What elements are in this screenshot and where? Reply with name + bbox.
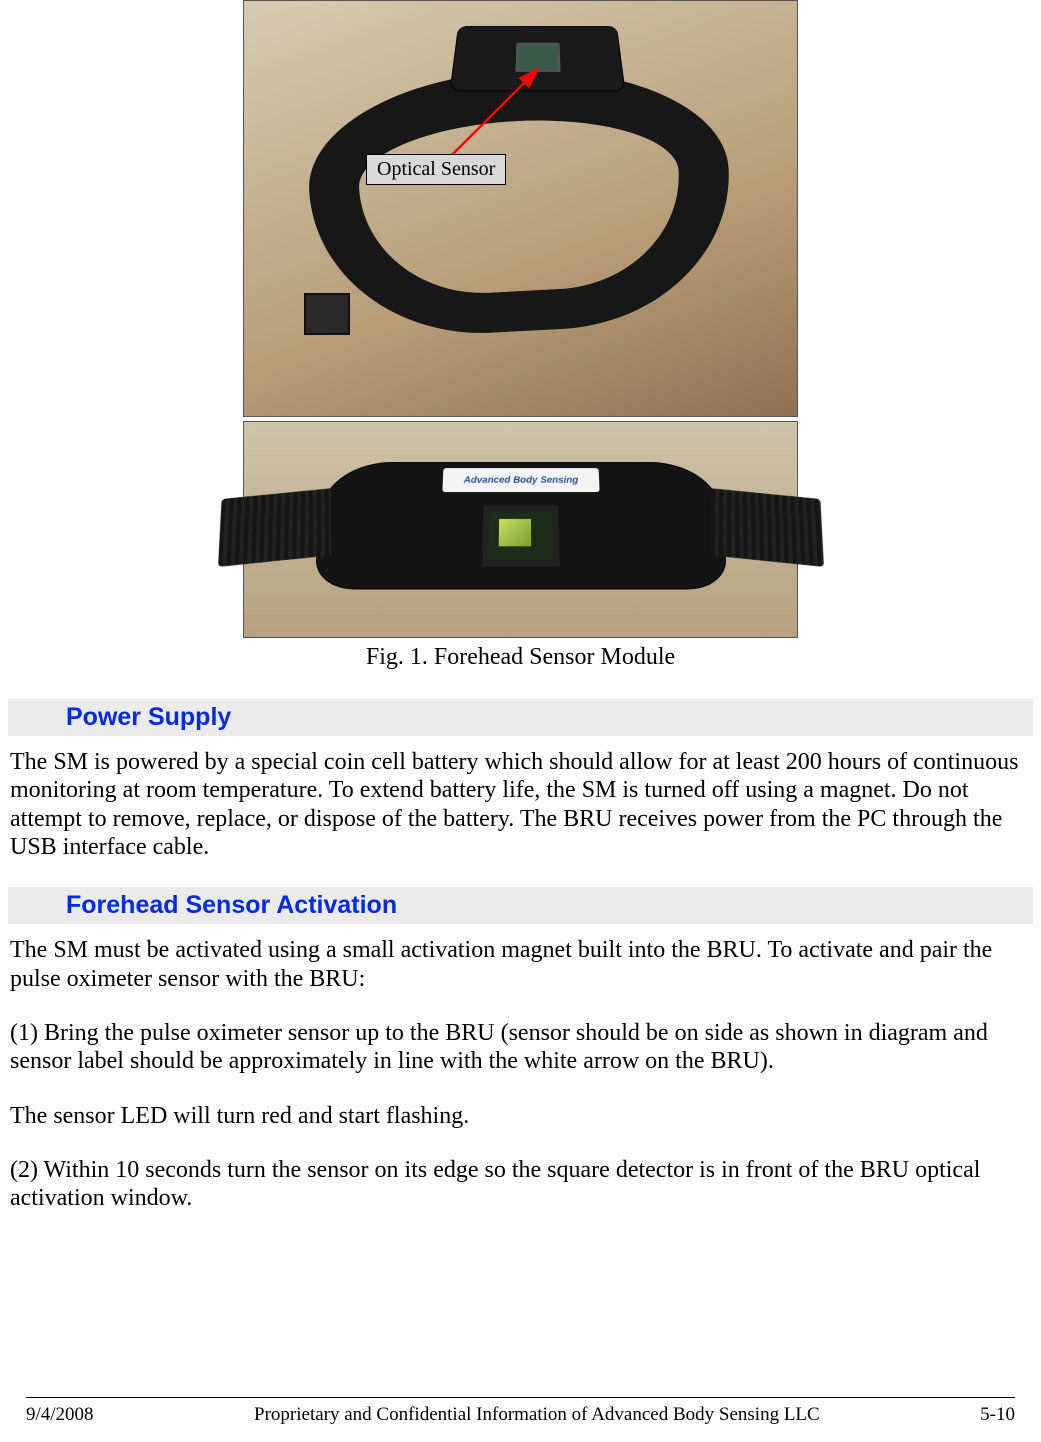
callout-label: Optical Sensor: [366, 154, 506, 185]
power-supply-body: The SM is powered by a special coin cell…: [10, 748, 1023, 861]
activation-step-2: (2) Within 10 seconds turn the sensor on…: [10, 1156, 1023, 1213]
figure-photo-top: Optical Sensor: [243, 0, 798, 417]
activation-step-1: (1) Bring the pulse oximeter sensor up t…: [10, 1019, 1023, 1076]
footer-date: 9/4/2008: [26, 1404, 94, 1426]
strap-buckle: [304, 293, 350, 335]
strap-right: [710, 488, 823, 567]
footer-rule: [26, 1397, 1015, 1398]
optical-detector: [482, 505, 560, 566]
section-heading-activation: Forehead Sensor Activation: [8, 887, 1033, 924]
activation-led-note: The sensor LED will turn red and start f…: [10, 1102, 1023, 1130]
section-heading-power-supply: Power Supply: [8, 699, 1033, 736]
page-footer: 9/4/2008 Proprietary and Confidential In…: [0, 1397, 1041, 1426]
sensor-module-closeup: Advanced Body Sensing: [312, 461, 728, 589]
figure-block: Optical Sensor Advanced Body Sensing Fig…: [8, 0, 1033, 699]
device-brand-label: Advanced Body Sensing: [442, 468, 599, 492]
document-page: Optical Sensor Advanced Body Sensing Fig…: [0, 0, 1041, 1442]
strap-left: [218, 488, 331, 567]
footer-row: 9/4/2008 Proprietary and Confidential In…: [26, 1404, 1015, 1426]
figure-caption: Fig. 1. Forehead Sensor Module: [366, 644, 675, 671]
footer-page-number: 5-10: [980, 1404, 1015, 1426]
figure-photo-bottom: Advanced Body Sensing: [243, 421, 798, 638]
activation-intro: The SM must be activated using a small a…: [10, 936, 1023, 993]
footer-center: Proprietary and Confidential Information…: [254, 1404, 820, 1426]
